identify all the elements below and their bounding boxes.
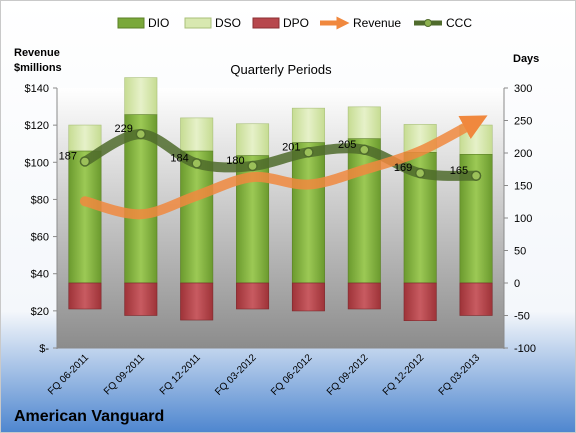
right-tick-label: 150 [514,181,532,193]
left-tick-label: $- [39,343,49,355]
ccc-point [191,158,202,169]
ccc-data-label: 229 [114,123,132,135]
left-tick-label: $40 [31,269,49,281]
bars [68,77,493,322]
legend-dso-label: DSO [215,16,241,30]
legend-dpo-swatch [252,17,280,29]
left-tick-label: $20 [31,306,49,318]
ccc-data-label: 184 [170,152,188,164]
dso-bar [347,106,381,139]
right-tick-label: 250 [514,116,532,128]
dpo-bar [459,282,493,316]
dpo-bar [180,282,214,321]
right-tick-label: 300 [514,83,532,95]
ccc-data-label: 201 [282,141,300,153]
left-tick-label: $80 [31,194,49,206]
ccc-data-label: 187 [59,150,77,162]
dio-bar [291,142,325,284]
ccc-point [79,156,91,167]
ccc-data-label: 165 [450,165,468,177]
dio-bar [124,114,158,284]
legend-ccc-swatch-dot [424,19,432,27]
dso-bar [236,123,270,156]
ccc-data-label: 180 [226,155,244,167]
dpo-bar [68,282,102,310]
right-tick-label: -50 [514,311,530,323]
left-axis-label-line1: Revenue [14,47,60,59]
dso-bar [124,77,158,115]
dpo-bar [236,282,270,310]
lines: 187 229 184 180 201 205 169 165 [59,115,488,220]
legend-dso-swatch [184,17,212,29]
left-tick-label: $140 [25,83,49,95]
ccc-point [135,128,147,140]
legend-dpo-label: DPO [283,16,309,30]
right-tick-label: 200 [514,148,532,160]
dio-bar [347,138,381,284]
left-tick-label: $60 [31,232,49,244]
dio-bar [68,150,102,284]
legend: DIO DSO DPO Revenue CCC [117,16,472,30]
dio-bar [180,150,214,284]
ccc-data-label: 169 [394,162,412,174]
right-axis-label: Days [513,53,539,65]
dso-bar [180,117,214,152]
right-axis-ticks: 300 250 200 150 100 50 0 -50 -100 [504,83,536,355]
dpo-bar [291,282,325,312]
ccc-point [359,144,370,155]
dpo-bar [403,282,437,322]
right-tick-label: 100 [514,213,532,225]
dpo-bar [347,282,381,310]
right-tick-label: 0 [514,278,520,290]
ccc-point [470,170,482,181]
left-tick-label: $120 [25,120,49,132]
company-name: American Vanguard [14,408,164,425]
left-axis-ticks: $140 $120 $100 $80 $60 $40 $20 $- [25,83,57,355]
revenue-line [79,115,488,220]
dso-bar [68,124,102,152]
legend-dio-label: DIO [148,16,169,30]
dpo-bar [124,282,158,316]
ccc-point [247,160,258,172]
ccc-point [414,167,426,179]
dso-bar [291,107,325,143]
legend-revenue-label: Revenue [353,16,401,30]
right-tick-label: -100 [514,343,536,355]
legend-dio-swatch [117,17,145,29]
left-axis-label-line2: $millions [14,62,62,74]
chart-title: Quarterly Periods [230,62,332,77]
left-tick-label: $100 [25,157,49,169]
ccc-data-label: 205 [338,139,356,151]
legend-ccc-label: CCC [446,16,472,30]
ccc-point [303,147,314,158]
right-tick-label: 50 [514,246,526,258]
